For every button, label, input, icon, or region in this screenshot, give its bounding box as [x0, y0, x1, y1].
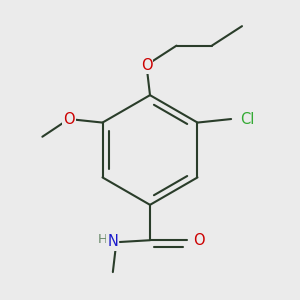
Text: O: O: [194, 233, 205, 248]
Text: Cl: Cl: [240, 112, 254, 127]
Text: O: O: [141, 58, 152, 73]
Text: O: O: [63, 112, 75, 127]
Text: N: N: [107, 235, 118, 250]
Text: H: H: [98, 233, 107, 246]
